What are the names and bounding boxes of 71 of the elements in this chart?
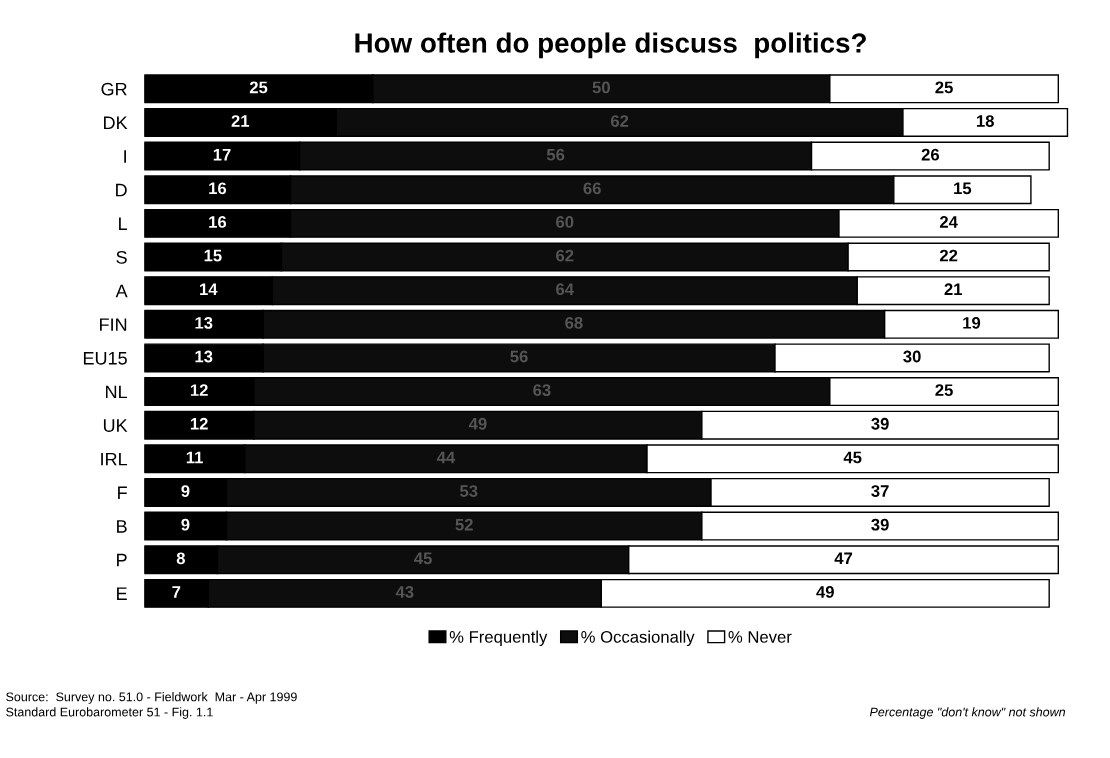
- data-label: 56: [510, 350, 528, 363]
- data-label: 62: [556, 249, 574, 262]
- data-label: 21: [944, 283, 963, 295]
- data-label: 45: [843, 451, 862, 464]
- source-note: Source: Survey no. 51.0 - Fieldwork Mar - Apr 1999: [6, 692, 297, 704]
- data-label: 52: [455, 518, 473, 531]
- y-tick-label: P: [117, 553, 127, 567]
- data-label: 22: [939, 249, 958, 262]
- data-label: 49: [468, 417, 487, 430]
- legend-label: % Occasionally: [581, 630, 695, 647]
- data-label: 53: [460, 485, 478, 497]
- data-label: 9: [181, 485, 190, 497]
- data-label: 63: [533, 384, 551, 397]
- data-label: 30: [903, 350, 921, 363]
- data-label: 49: [816, 586, 834, 598]
- chart-title: How often do people discuss politics?: [355, 32, 866, 59]
- data-label: 68: [565, 316, 583, 329]
- y-tick-label: A: [115, 284, 128, 298]
- data-label: 47: [834, 552, 853, 565]
- data-label: 37: [871, 485, 889, 497]
- data-label: 7: [172, 586, 181, 598]
- data-label: 26: [921, 148, 940, 161]
- y-tick-label: B: [117, 520, 127, 533]
- y-tick-label: EU15: [83, 352, 127, 365]
- y-tick-label: S: [116, 250, 127, 264]
- data-label: 14: [200, 283, 218, 295]
- data-label: 18: [976, 115, 994, 127]
- data-label: 15: [954, 182, 972, 195]
- data-label: 16: [209, 216, 227, 228]
- y-tick-label: E: [117, 587, 127, 600]
- data-label: 39: [871, 518, 889, 531]
- y-tick-label: UK: [103, 419, 128, 432]
- data-label: 16: [209, 182, 227, 195]
- data-label: 11: [186, 451, 203, 464]
- y-tick-label: NL: [106, 385, 128, 399]
- text: Standard Eurobarometer 51 - Fig. 1.1: [6, 707, 213, 719]
- y-tick-label: F: [118, 486, 127, 500]
- y-tick-label: FIN: [100, 318, 127, 331]
- y-tick-label: I: [124, 150, 126, 163]
- data-label: 25: [935, 81, 953, 94]
- text: Percentage "don't know" not shown: [869, 707, 1066, 719]
- y-tick-label: L: [119, 217, 128, 230]
- y-tick-label: IRL: [101, 452, 128, 466]
- data-label: 45: [414, 552, 432, 565]
- data-label: 12: [190, 384, 208, 396]
- data-label: 13: [195, 316, 213, 329]
- data-label: 8: [176, 552, 185, 565]
- data-label: 66: [583, 182, 601, 195]
- y-tick-label: DK: [104, 116, 128, 130]
- data-label: 17: [213, 148, 231, 161]
- y-tick-label: GR: [101, 82, 127, 96]
- data-label: 15: [204, 249, 222, 262]
- data-label: 44: [436, 451, 456, 464]
- data-label: 12: [190, 417, 208, 430]
- data-label: 50: [592, 81, 610, 94]
- data-label: 21: [231, 115, 250, 127]
- data-label: 60: [556, 216, 574, 228]
- legend-label: % Frequently: [449, 630, 548, 647]
- data-label: 43: [395, 586, 414, 598]
- data-label: 13: [195, 350, 213, 363]
- data-label: 9: [181, 518, 190, 531]
- data-label: 24: [939, 216, 958, 228]
- data-label: 25: [935, 384, 953, 397]
- data-label: 19: [963, 316, 981, 329]
- y-tick-label: D: [116, 183, 127, 197]
- data-label: 64: [556, 283, 574, 296]
- data-label: 56: [546, 148, 565, 161]
- data-label: 25: [249, 81, 268, 94]
- data-label: 62: [610, 115, 629, 127]
- legend-label: % Never: [728, 631, 792, 643]
- data-label: 39: [871, 417, 889, 430]
